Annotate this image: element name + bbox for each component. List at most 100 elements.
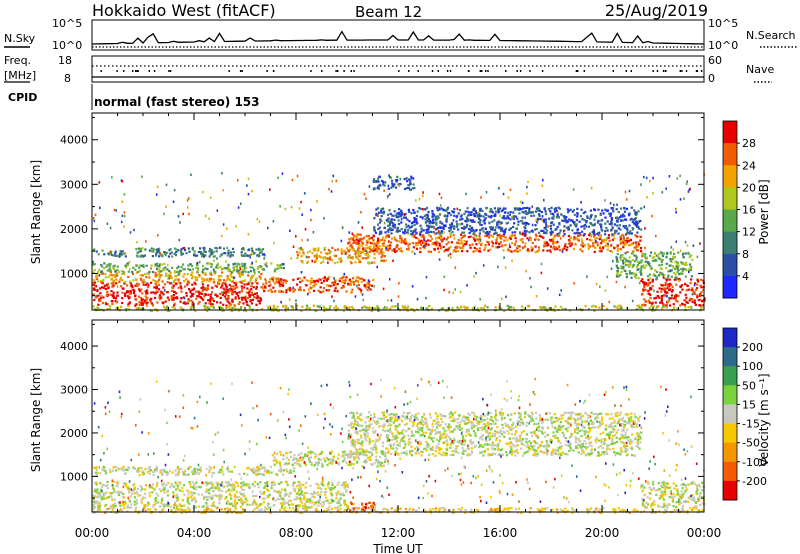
power-cell xyxy=(396,179,399,182)
power-cell xyxy=(259,277,262,280)
power-cell xyxy=(142,302,145,305)
power-cell xyxy=(582,234,585,237)
power-cell xyxy=(338,257,341,261)
power-cell xyxy=(272,276,275,279)
power-cell xyxy=(634,222,637,225)
power-noise-cell xyxy=(363,193,366,196)
power-cell xyxy=(313,260,316,264)
power-cell xyxy=(445,217,448,220)
power-cell xyxy=(609,249,612,253)
velocity-cell xyxy=(319,502,322,505)
power-cell xyxy=(120,305,123,308)
power-noise-cell xyxy=(95,285,97,288)
power-noise-cell xyxy=(421,217,424,220)
power-cell xyxy=(201,283,205,286)
power-cell xyxy=(581,239,584,243)
velocity-cell xyxy=(240,499,243,502)
velocity-cell xyxy=(316,491,319,494)
power-cell xyxy=(426,213,429,216)
power-cell xyxy=(493,232,496,235)
power-cell xyxy=(513,207,516,210)
velocity-cell xyxy=(172,506,175,509)
power-cell xyxy=(354,261,357,264)
power-cell xyxy=(191,283,194,286)
power-cell xyxy=(183,272,186,276)
power-cell xyxy=(172,284,175,287)
power-cell xyxy=(116,254,119,258)
power-noise-cell xyxy=(524,216,526,219)
velocity-cell xyxy=(253,500,256,503)
velocity-cell xyxy=(241,488,244,491)
power-cell xyxy=(628,270,631,273)
power-noise-cell xyxy=(590,186,593,190)
power-cell xyxy=(223,247,226,250)
power-cell xyxy=(655,270,658,274)
power-cell xyxy=(521,241,524,244)
power-noise-cell xyxy=(473,275,475,278)
velocity-cell xyxy=(233,484,236,487)
velocity-cell xyxy=(163,488,166,492)
power-cell xyxy=(139,249,142,253)
power-cell xyxy=(578,232,581,235)
velocity-cell xyxy=(305,499,308,502)
power-cell xyxy=(233,305,237,308)
power-cell xyxy=(163,305,166,308)
power-noise-cell xyxy=(631,299,634,303)
power-cell xyxy=(589,217,592,220)
velocity-cell xyxy=(212,490,215,493)
power-cell xyxy=(109,271,112,274)
power-cell xyxy=(164,274,167,277)
velocity-cell xyxy=(212,504,215,507)
power-cell xyxy=(230,275,233,278)
power-cell xyxy=(154,292,157,295)
power-cell xyxy=(236,262,240,265)
power-cell xyxy=(486,230,489,234)
power-cell xyxy=(308,307,311,310)
power-cell xyxy=(642,289,645,292)
velocity-cell xyxy=(270,484,273,487)
power-noise-cell xyxy=(479,298,481,301)
power-cell xyxy=(484,244,487,247)
power-cell xyxy=(616,244,619,247)
velocity-cell xyxy=(328,486,331,490)
power-cell xyxy=(619,228,622,231)
power-cell xyxy=(213,255,216,258)
velocity-cell xyxy=(135,499,138,502)
power-cell xyxy=(280,278,283,281)
power-cell xyxy=(397,216,400,219)
power-cell xyxy=(93,263,96,266)
power-cell xyxy=(246,254,250,257)
power-cell xyxy=(625,258,628,261)
power-cell xyxy=(429,250,432,253)
power-cell xyxy=(595,236,598,239)
freq-mark xyxy=(529,70,531,72)
power-cell xyxy=(437,226,440,229)
power-cell xyxy=(299,277,302,280)
power-cell xyxy=(623,257,626,260)
velocity-cell xyxy=(234,495,237,498)
power-cell xyxy=(202,268,205,271)
power-cell xyxy=(558,249,562,252)
power-cell xyxy=(368,250,371,253)
power-cell xyxy=(255,287,258,290)
freq-mark xyxy=(153,70,156,72)
power-cell xyxy=(449,246,452,249)
power-cell xyxy=(452,225,455,228)
power-cell xyxy=(616,219,619,222)
power-cell xyxy=(343,306,346,309)
power-cell xyxy=(372,307,375,310)
power-cell xyxy=(208,280,211,283)
velocity-cell xyxy=(125,482,128,486)
power-cell xyxy=(631,228,635,231)
power-cell xyxy=(426,224,429,227)
velocity-cell xyxy=(239,497,243,500)
power-cell xyxy=(325,307,328,310)
velocity-cell xyxy=(203,497,206,500)
power-cell xyxy=(376,207,380,210)
power-cell xyxy=(494,305,497,309)
power-cell xyxy=(697,280,700,283)
power-cell xyxy=(679,291,682,294)
nsearch-tick-bottom: 10^0 xyxy=(708,39,738,52)
power-cell xyxy=(617,210,620,214)
power-cell xyxy=(629,262,632,266)
